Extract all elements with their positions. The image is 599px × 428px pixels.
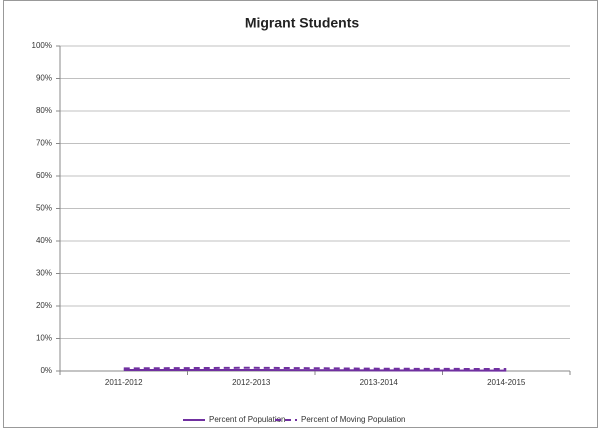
x-tick-label: 2012-2013 bbox=[232, 378, 271, 387]
y-tick-label: 90% bbox=[36, 74, 52, 83]
x-tick-label: 2011-2012 bbox=[105, 378, 143, 387]
y-tick-label: 80% bbox=[36, 106, 52, 115]
legend-label: Percent of Moving Population bbox=[301, 415, 406, 424]
chart-border bbox=[3, 0, 598, 428]
data-line bbox=[123, 366, 507, 371]
y-tick-label: 70% bbox=[36, 139, 52, 148]
y-tick-label: 100% bbox=[32, 41, 52, 50]
data-line bbox=[123, 369, 507, 372]
y-tick-label: 50% bbox=[36, 204, 52, 213]
legend-label: Percent of Population bbox=[209, 415, 286, 424]
y-tick-label: 40% bbox=[36, 236, 52, 245]
y-tick-label: 0% bbox=[40, 366, 52, 375]
y-tick-label: 30% bbox=[36, 269, 52, 278]
x-tick-label: 2014-2015 bbox=[487, 378, 526, 387]
y-tick-label: 20% bbox=[36, 301, 52, 310]
chart-title: Migrant Students bbox=[245, 15, 360, 31]
y-tick-label: 60% bbox=[36, 171, 52, 180]
x-tick-label: 2013-2014 bbox=[360, 378, 399, 387]
y-tick-label: 10% bbox=[36, 334, 52, 343]
